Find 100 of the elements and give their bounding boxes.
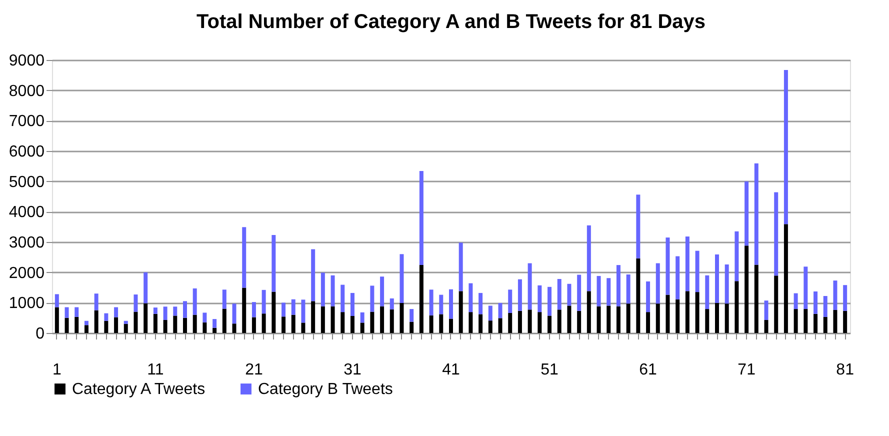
bar	[124, 324, 128, 333]
bar	[468, 283, 473, 312]
bar	[94, 294, 98, 310]
bar	[153, 314, 158, 333]
y-tick-label: 4000	[8, 204, 45, 222]
bar	[744, 246, 749, 333]
bar	[685, 236, 690, 292]
bar	[242, 288, 246, 333]
bar	[320, 272, 325, 306]
y-tick-label: 1000	[8, 295, 45, 312]
bar	[429, 315, 434, 333]
bar	[636, 194, 640, 258]
bar	[114, 317, 118, 333]
y-tick-label: 9000	[8, 52, 45, 70]
bar	[586, 291, 591, 333]
bar	[153, 308, 158, 314]
bar	[508, 312, 512, 333]
bar	[400, 254, 404, 303]
bar	[488, 306, 492, 321]
bar	[370, 286, 374, 312]
bar	[715, 302, 719, 333]
bar	[685, 291, 690, 333]
bar	[144, 272, 148, 304]
bar	[833, 280, 838, 310]
y-tick-label: 3000	[8, 234, 45, 252]
bar	[360, 312, 364, 323]
bar	[814, 291, 818, 314]
bar	[478, 314, 483, 333]
bar	[548, 316, 552, 333]
bar	[784, 224, 788, 333]
bar	[557, 279, 562, 310]
bar	[380, 306, 384, 333]
bar	[518, 310, 522, 333]
bar	[390, 298, 394, 310]
bar	[528, 310, 532, 333]
bar	[794, 309, 798, 333]
bar	[596, 276, 601, 306]
bar	[548, 286, 552, 316]
bar	[291, 299, 296, 315]
bar	[468, 312, 473, 333]
bar	[232, 304, 236, 324]
bar	[192, 288, 197, 315]
bar	[320, 306, 325, 333]
bar	[311, 301, 316, 333]
bar	[64, 318, 69, 333]
bar	[695, 250, 700, 292]
bar	[390, 309, 394, 333]
bar	[804, 309, 808, 333]
bar	[794, 293, 798, 310]
bar	[340, 284, 345, 312]
bar	[764, 300, 768, 320]
bar	[74, 307, 79, 317]
y-tick-label: 5000	[8, 174, 45, 191]
x-tick-label: 11	[147, 362, 164, 378]
bar	[311, 249, 316, 302]
bar	[301, 300, 306, 323]
y-tick-label: 6000	[8, 144, 45, 160]
bar	[272, 292, 276, 333]
bar	[458, 291, 463, 333]
bar	[74, 316, 79, 333]
bar	[843, 310, 848, 333]
bar	[518, 279, 522, 311]
bar	[764, 320, 768, 333]
bar	[410, 309, 414, 322]
bar	[144, 303, 148, 333]
bar	[222, 290, 226, 309]
bar	[429, 290, 434, 316]
bar	[291, 314, 296, 333]
bar	[528, 263, 532, 310]
bar	[54, 294, 59, 308]
bar	[192, 314, 197, 333]
bar	[439, 314, 444, 333]
bar	[626, 304, 630, 333]
bar	[163, 306, 168, 320]
bar	[734, 231, 739, 282]
bar	[212, 319, 217, 328]
y-tick-label: 2000	[8, 264, 45, 282]
bar	[202, 312, 207, 322]
y-tick-label: 7000	[8, 113, 45, 130]
bar	[606, 278, 611, 306]
bar	[567, 306, 572, 333]
bar	[774, 192, 778, 276]
bar	[449, 318, 453, 333]
bar	[183, 301, 187, 318]
x-tick-label: 21	[245, 362, 263, 378]
bar	[666, 294, 670, 333]
bar	[557, 310, 562, 333]
bar	[114, 307, 118, 318]
chart-title: Total Number of Category A and B Tweets for 81 Days	[196, 11, 706, 33]
bar	[498, 302, 502, 318]
bar	[173, 306, 178, 316]
bar	[577, 310, 582, 333]
bar	[823, 316, 828, 333]
bar	[84, 320, 88, 326]
bar	[774, 276, 778, 333]
bar	[754, 163, 758, 265]
bar	[173, 316, 178, 333]
bar	[646, 281, 650, 312]
x-tick-label: 81	[836, 362, 854, 378]
bar	[183, 318, 187, 333]
